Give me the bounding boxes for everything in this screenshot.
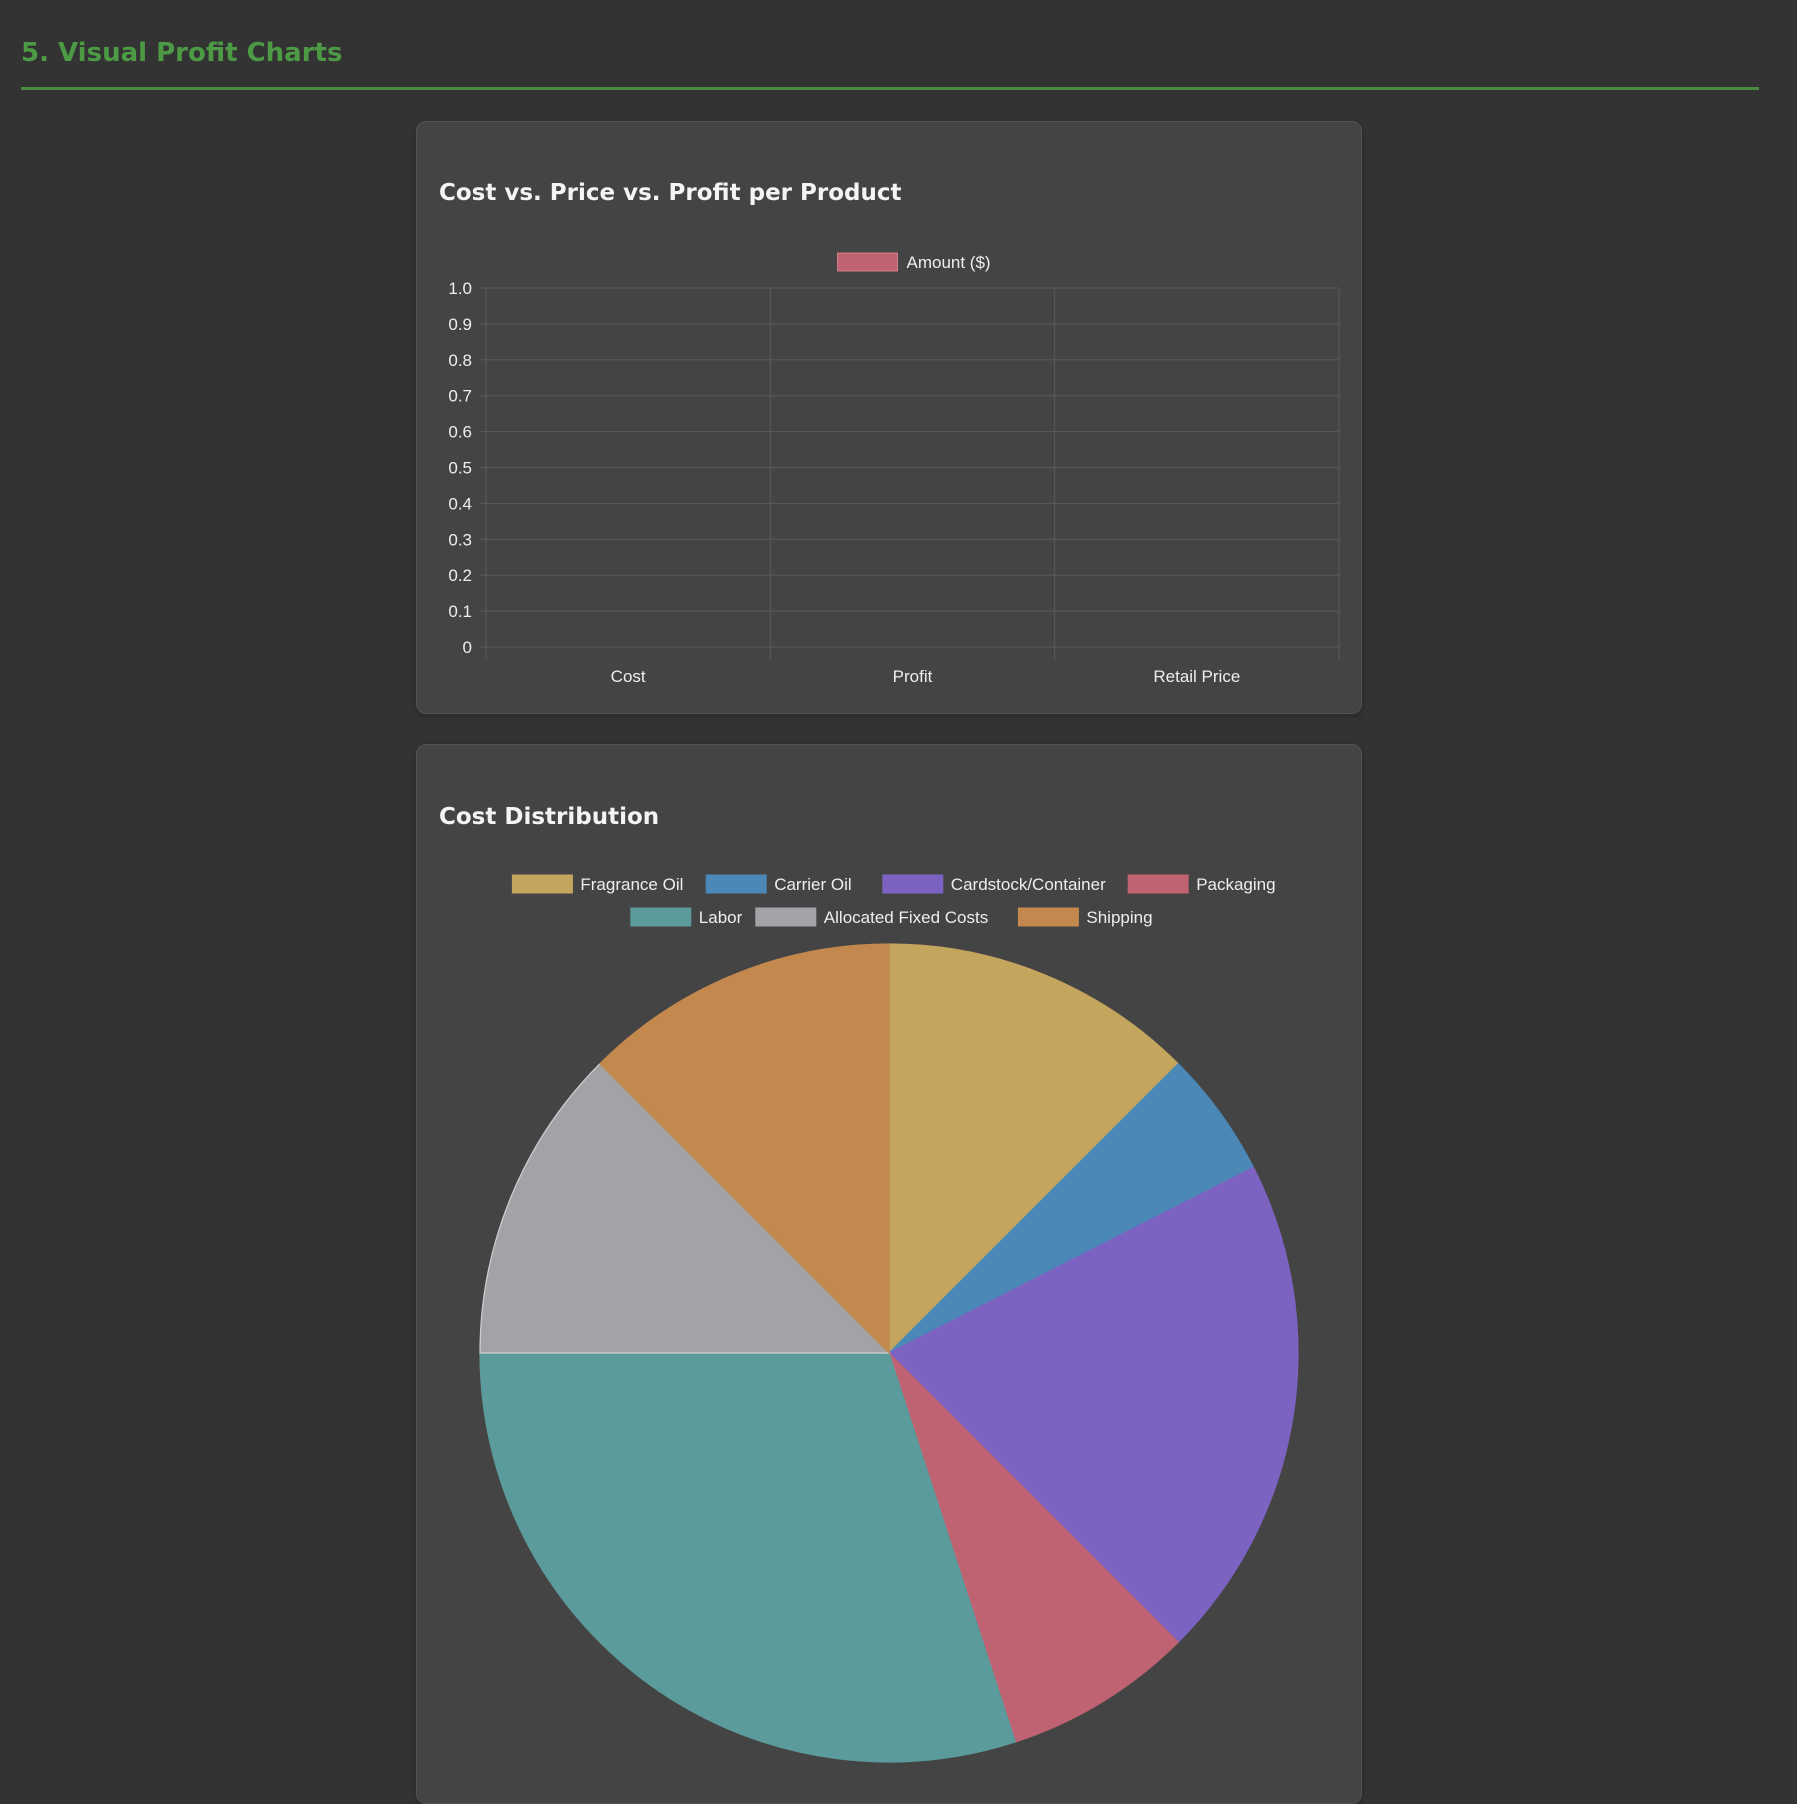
y-tick-label: 0.9	[448, 315, 472, 334]
legend-label: Allocated Fixed Costs	[824, 908, 988, 927]
legend-label: Fragrance Oil	[580, 875, 683, 894]
legend-label: Shipping	[1086, 908, 1152, 927]
legend-label: Labor	[699, 908, 743, 927]
y-tick-label: 0.1	[448, 602, 472, 621]
legend-swatch	[882, 874, 944, 894]
pie-slice	[887, 1166, 1299, 1644]
legend-swatch	[511, 874, 573, 894]
pie-chart-title: Cost Distribution	[439, 804, 660, 830]
pie-chart-card: Cost Distribution Fragrance Oil Carrier O…	[416, 744, 1362, 1804]
pie-chart: Fragrance Oil Carrier Oil Cardstock/Contai…	[479, 874, 1299, 1763]
y-tick-label: 0.5	[448, 459, 472, 478]
y-tick-label: 0.6	[448, 423, 472, 442]
pie-slice	[598, 943, 890, 1355]
legend-label-amount: Amount ($)	[907, 253, 991, 272]
y-tick-label: 0	[463, 638, 472, 657]
legend-swatch	[705, 874, 767, 894]
y-tick-label: 1.0	[448, 279, 472, 298]
legend-swatch-amount	[837, 252, 898, 272]
x-tick-label: Retail Price	[1153, 667, 1240, 686]
legend-label: Carrier Oil	[774, 875, 851, 894]
legend-swatch	[630, 907, 692, 927]
legend-swatch	[1017, 907, 1079, 927]
section-title: 5. Visual Profit Charts	[21, 38, 343, 68]
y-tick-label: 0.4	[448, 494, 472, 513]
bar-chart-title: Cost vs. Price vs. Profit per Product	[439, 180, 902, 206]
legend-swatch	[1127, 874, 1189, 894]
y-tick-label: 0.7	[448, 387, 472, 406]
pie-slice	[479, 1352, 1017, 1763]
pie-slice	[888, 1352, 1180, 1743]
section-header: 5. Visual Profit Charts	[21, 0, 1759, 90]
legend-label: Packaging	[1196, 875, 1275, 894]
pie-slice	[888, 943, 1180, 1355]
legend-label: Cardstock/Container	[951, 875, 1106, 894]
x-tick-label: Cost	[611, 667, 646, 686]
y-tick-label: 0.8	[448, 351, 472, 370]
y-tick-label: 0.3	[448, 530, 472, 549]
bar-chart: Amount ($) 0 0.1 0.2 0.3 0.4 0.5 0.6 0.7 0.8 0.9 1.…	[448, 252, 1340, 686]
x-tick-label: Profit	[893, 667, 933, 686]
bar-chart-card: Cost vs. Price vs. Profit per Product Am…	[416, 121, 1362, 714]
bar-grid	[480, 287, 1340, 659]
y-tick-label: 0.2	[448, 566, 472, 585]
pie-slice	[479, 1062, 891, 1354]
legend-swatch	[755, 907, 817, 927]
